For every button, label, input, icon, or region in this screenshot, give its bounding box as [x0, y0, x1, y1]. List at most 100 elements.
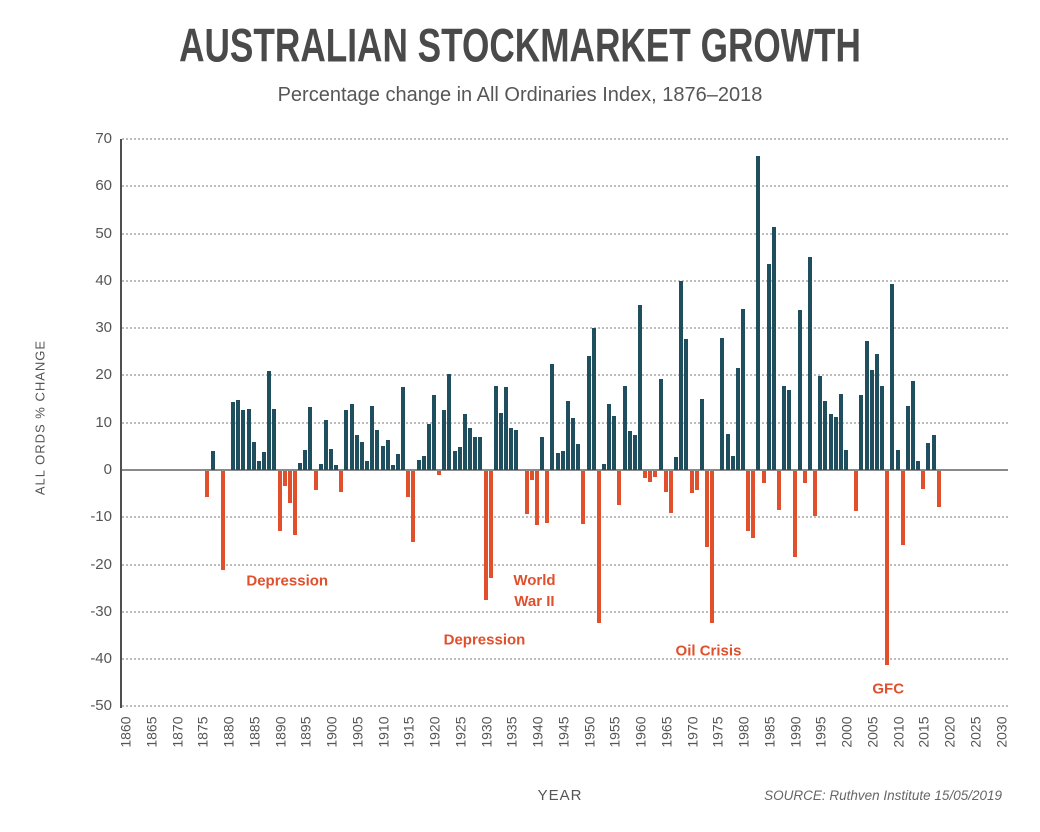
bar-1967	[674, 457, 679, 470]
bar-1876	[205, 471, 210, 497]
x-tick-1910: 1910	[375, 716, 391, 748]
bar-1939	[529, 471, 534, 480]
bar-1993	[807, 256, 812, 470]
y-tick-60: 60	[95, 177, 112, 195]
bar-1942	[545, 471, 550, 523]
bar-1990	[792, 471, 797, 557]
bar-1952	[596, 471, 601, 624]
x-tick-2020: 2020	[941, 716, 958, 748]
bar-1927	[468, 427, 473, 470]
bar-1921	[437, 471, 442, 475]
annotation-oil-crisis: Oil Crisis	[675, 642, 742, 660]
bar-1882	[236, 399, 241, 470]
x-tick-1875: 1875	[194, 716, 211, 748]
gridline	[122, 610, 1008, 613]
bar-2002	[854, 471, 859, 512]
bar-1925	[457, 446, 462, 470]
bar-1879	[220, 471, 225, 571]
x-tick-1955: 1955	[606, 716, 623, 748]
bar-1919	[426, 424, 431, 470]
bar-1979	[735, 367, 740, 470]
gridline	[122, 516, 1008, 519]
bar-2004	[864, 340, 869, 470]
bar-2011	[900, 471, 905, 545]
bar-1963	[653, 471, 658, 477]
bar-1938	[524, 471, 529, 515]
x-tick-1995: 1995	[812, 716, 829, 748]
bar-1928	[473, 436, 478, 470]
bar-1905	[354, 435, 359, 470]
bar-1883	[241, 409, 246, 470]
bar-1962	[648, 471, 653, 482]
bar-1933	[498, 413, 503, 470]
x-tick-1915: 1915	[400, 716, 417, 748]
bar-1989	[787, 389, 792, 470]
bar-1894	[298, 462, 303, 470]
bar-1936	[514, 429, 519, 470]
y-tick--10: -10	[90, 508, 112, 526]
bar-1945	[560, 451, 565, 470]
bar-2015	[921, 471, 926, 490]
bar-2009	[890, 284, 895, 470]
bar-1889	[272, 408, 277, 470]
y-axis-line	[120, 139, 122, 708]
bar-1886	[256, 460, 261, 470]
bar-2003	[859, 395, 864, 470]
bar-1972	[699, 399, 704, 470]
bar-1901	[334, 465, 339, 470]
bar-1999	[838, 393, 843, 470]
bar-2018	[936, 471, 941, 507]
bar-1893	[292, 471, 297, 536]
bar-1987	[777, 471, 782, 510]
y-tick-10: 10	[95, 413, 112, 431]
bar-1892	[287, 471, 292, 503]
bar-1946	[565, 401, 570, 470]
bar-1930	[483, 471, 488, 601]
bar-1958	[627, 430, 632, 470]
chart-subtitle: Percentage change in All Ordinaries Inde…	[277, 84, 763, 106]
bar-1980	[741, 309, 745, 470]
y-tick--30: -30	[90, 602, 112, 620]
bar-2013	[910, 381, 915, 470]
bar-1973	[704, 471, 709, 547]
bar-2017	[931, 434, 936, 470]
x-tick-2005: 2005	[864, 716, 881, 748]
bar-1983	[756, 155, 761, 470]
bar-2012	[905, 406, 910, 470]
bar-1918	[421, 455, 426, 470]
bar-1986	[771, 226, 776, 470]
bar-1984	[761, 471, 766, 484]
bar-1929	[478, 437, 483, 470]
bar-1965	[663, 471, 668, 492]
bar-1971	[694, 471, 699, 490]
x-tick-2015: 2015	[915, 716, 932, 748]
gridline	[122, 563, 1008, 566]
x-tick-1975: 1975	[709, 716, 726, 748]
bar-1959	[632, 435, 637, 470]
bar-1881	[231, 401, 236, 470]
bar-1951	[591, 328, 596, 470]
x-tick-1940: 1940	[529, 716, 546, 748]
bar-1926	[462, 414, 467, 470]
x-tick-2025: 2025	[967, 716, 984, 748]
bar-1997	[828, 414, 833, 470]
x-tick-1870: 1870	[169, 716, 185, 748]
bar-1988	[782, 386, 787, 470]
bar-1974	[710, 471, 715, 624]
bar-1976	[720, 337, 725, 470]
y-tick--20: -20	[90, 555, 112, 573]
gridline	[122, 421, 1008, 424]
chart-title: AUSTRALIAN STOCKMARKET GROWTH	[179, 19, 861, 72]
bar-1982	[751, 471, 756, 538]
zero-line	[122, 469, 1008, 471]
annotation-world-war-ii: World War II	[513, 571, 556, 610]
x-tick-1965: 1965	[658, 716, 675, 748]
bar-1970	[689, 471, 694, 494]
bar-1941	[540, 436, 545, 470]
bar-1924	[452, 450, 457, 470]
bar-1912	[390, 465, 395, 470]
x-tick-1895: 1895	[297, 716, 314, 748]
gridline	[122, 705, 1008, 708]
bar-1966	[668, 471, 673, 514]
bar-1991	[797, 310, 802, 470]
